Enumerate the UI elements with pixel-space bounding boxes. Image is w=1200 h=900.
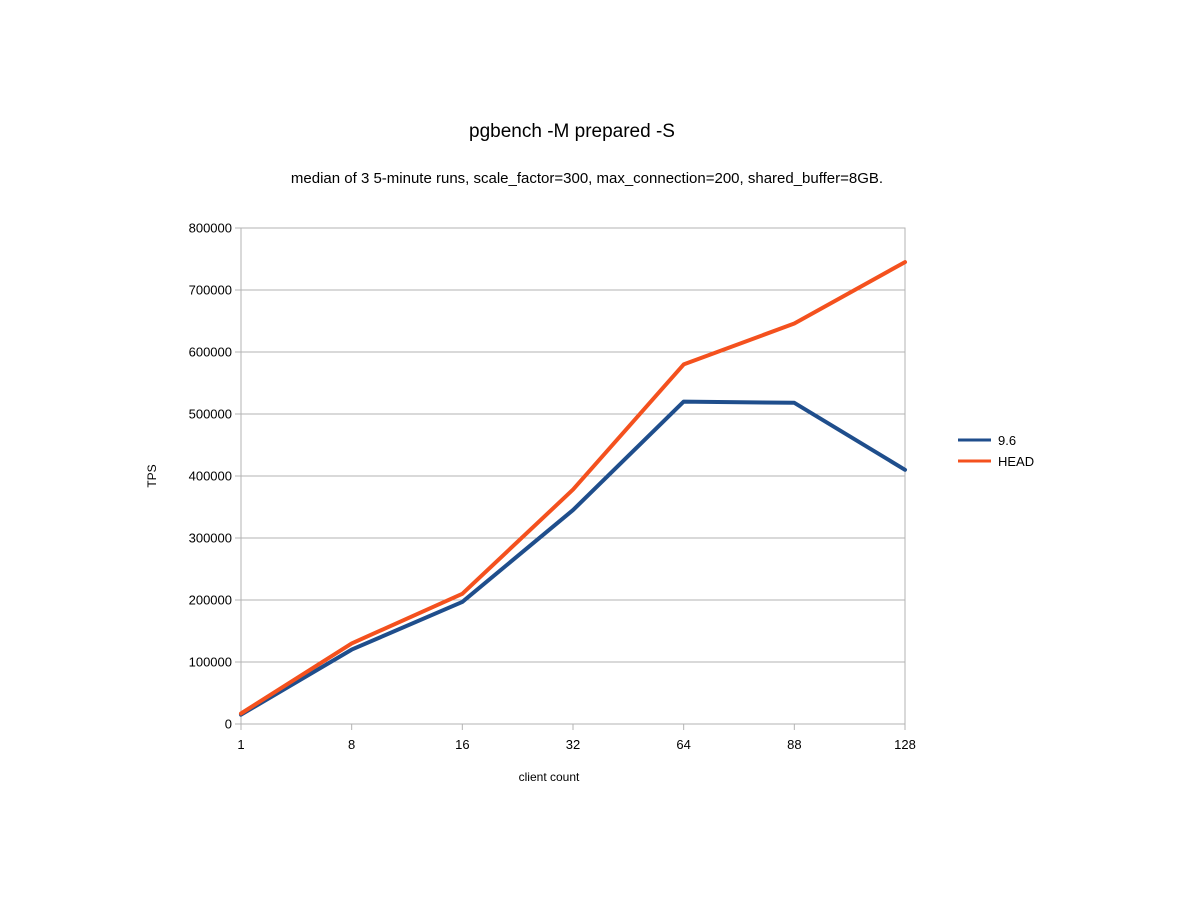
series-line-head: [239, 260, 907, 716]
x-tick-label: 88: [787, 737, 801, 752]
y-tick-label: 500000: [189, 407, 232, 422]
y-tick-label: 400000: [189, 469, 232, 484]
x-axis-ticks: 1 8 16 32 64 88 128: [237, 724, 916, 752]
y-tick-label: 600000: [189, 345, 232, 360]
x-tick-label: 128: [894, 737, 916, 752]
y-tick-label: 200000: [189, 593, 232, 608]
legend-label: 9.6: [998, 433, 1016, 448]
series-lines: [239, 260, 907, 717]
x-axis-label: client count: [519, 770, 580, 784]
x-tick-label: 32: [566, 737, 580, 752]
y-tick-label: 0: [225, 717, 232, 732]
y-tick-label: 300000: [189, 531, 232, 546]
y-axis-ticks: 0 100000 200000 300000 400000 500000 600000 700…: [189, 221, 241, 732]
chart-title: pgbench -M prepared -S: [469, 121, 675, 142]
x-tick-label: 64: [676, 737, 690, 752]
chart-subtitle: median of 3 5-minute runs, scale_factor=…: [291, 170, 883, 187]
series-line-9-6: [239, 399, 907, 717]
x-tick-label: 1: [237, 737, 244, 752]
x-tick-label: 8: [348, 737, 355, 752]
legend: 9.6 HEAD: [958, 433, 1034, 469]
y-tick-label: 700000: [189, 283, 232, 298]
y-tick-label: 100000: [189, 655, 232, 670]
x-tick-label: 16: [455, 737, 469, 752]
y-tick-label: 800000: [189, 221, 232, 236]
y-axis-label: TPS: [145, 464, 159, 487]
legend-label: HEAD: [998, 454, 1034, 469]
